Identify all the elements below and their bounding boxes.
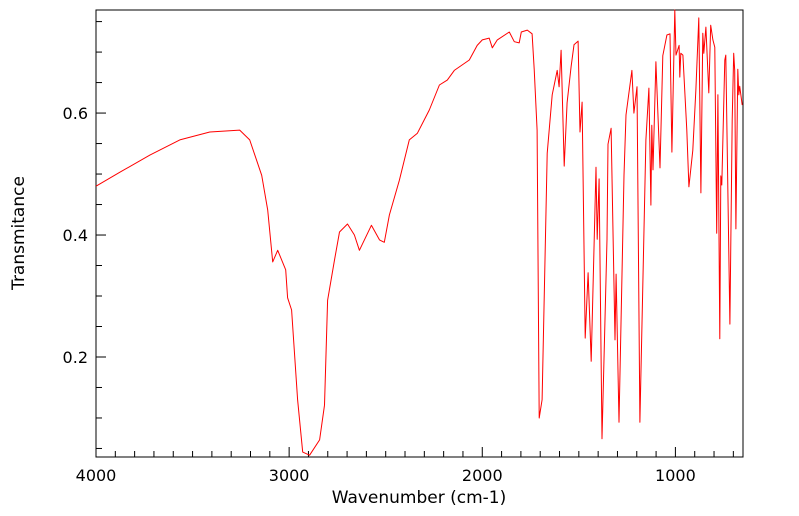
y-tick-label: 0.4 [63, 226, 88, 245]
x-tick-label: 3000 [269, 466, 310, 485]
plot-frame [95, 9, 744, 458]
y-axis-title: Transmitance [9, 176, 29, 291]
axis-tick-labels: 4000 3000 2000 1000 0.2 0.4 0.6 [63, 104, 696, 485]
axis-ticks [95, 21, 734, 457]
x-tick-label: 4000 [76, 466, 117, 485]
y-tick-label: 0.6 [63, 104, 88, 123]
x-axis-title: Wavenumber (cm-1) [332, 488, 507, 508]
x-tick-label: 2000 [462, 466, 503, 485]
spectrum-line [95, 9, 743, 456]
y-tick-label: 0.2 [63, 348, 88, 367]
x-tick-label: 1000 [655, 466, 696, 485]
